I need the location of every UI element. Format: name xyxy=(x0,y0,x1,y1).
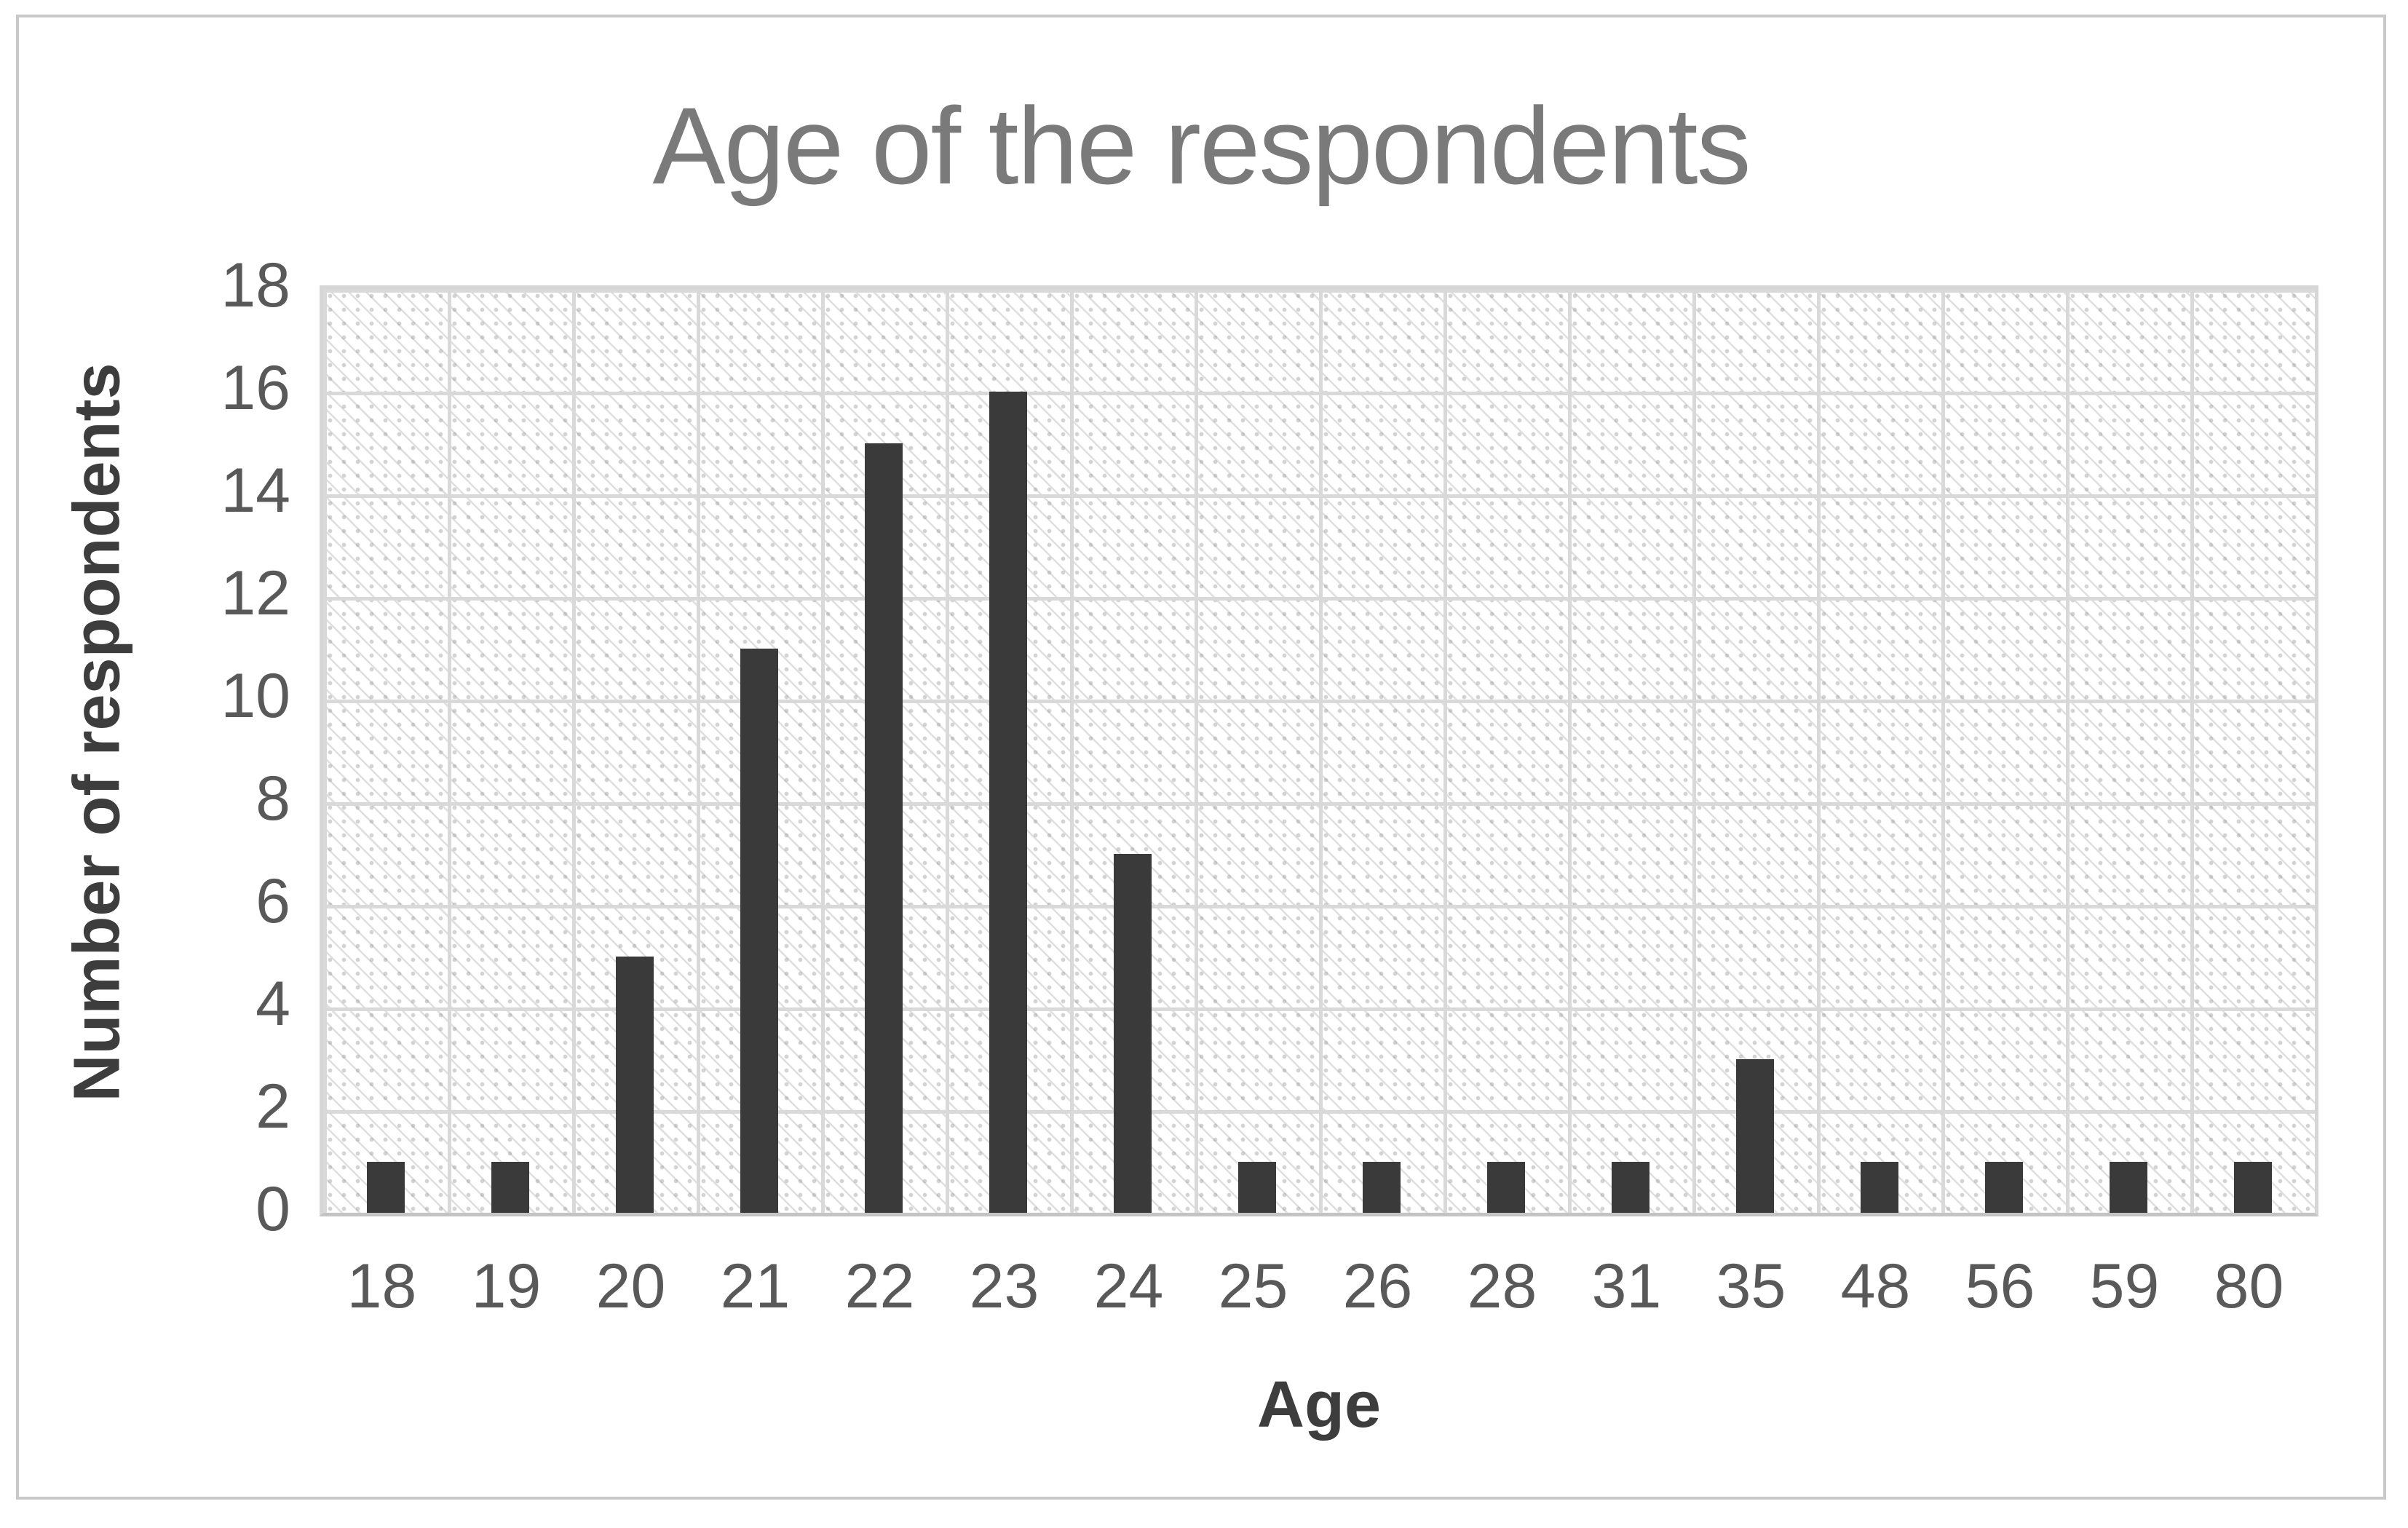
bar-age-22 xyxy=(864,443,903,1213)
x-tick-label-19: 19 xyxy=(471,1251,542,1321)
x-tick-label-26: 26 xyxy=(1342,1251,1413,1321)
x-tick-label-23: 23 xyxy=(969,1251,1039,1321)
x-tick-label-22: 22 xyxy=(844,1251,915,1321)
bar-age-25 xyxy=(1237,1161,1276,1213)
bar-age-80 xyxy=(2233,1161,2272,1213)
chart-frame: Age of the respondents Number of respond… xyxy=(16,15,2386,1500)
plot-area xyxy=(320,285,2318,1216)
x-tick-label-56: 56 xyxy=(1965,1251,2035,1321)
bar-age-28 xyxy=(1486,1161,1525,1213)
y-tick-label-12: 12 xyxy=(221,558,290,628)
x-tick-label-31: 31 xyxy=(1591,1251,1662,1321)
y-tick-label-14: 14 xyxy=(221,456,290,526)
bar-age-19 xyxy=(491,1161,529,1213)
x-tick-label-28: 28 xyxy=(1467,1251,1537,1321)
x-tick-label-18: 18 xyxy=(346,1251,417,1321)
y-tick-label-2: 2 xyxy=(256,1072,290,1141)
bar-age-35 xyxy=(1735,1058,1774,1213)
chart-title: Age of the respondents xyxy=(652,84,1751,207)
bar-age-48 xyxy=(1860,1161,1898,1213)
y-tick-label-6: 6 xyxy=(256,866,290,936)
x-tick-label-48: 48 xyxy=(1840,1251,1911,1321)
bar-age-31 xyxy=(1611,1161,1649,1213)
bar-age-24 xyxy=(1113,853,1152,1213)
x-tick-label-20: 20 xyxy=(595,1251,666,1321)
x-tick-label-59: 59 xyxy=(2089,1251,2160,1321)
bar-age-26 xyxy=(1362,1161,1401,1213)
x-tick-label-80: 80 xyxy=(2214,1251,2284,1321)
y-tick-label-16: 16 xyxy=(221,353,290,423)
x-axis-title: Age xyxy=(1256,1369,1382,1441)
bar-age-59 xyxy=(2109,1161,2147,1213)
bar-age-23 xyxy=(989,392,1027,1213)
y-tick-label-18: 18 xyxy=(221,250,290,320)
y-tick-label-0: 0 xyxy=(256,1174,290,1244)
bar-age-20 xyxy=(615,956,654,1213)
x-tick-label-25: 25 xyxy=(1218,1251,1288,1321)
x-tick-label-24: 24 xyxy=(1093,1251,1164,1321)
y-tick-label-4: 4 xyxy=(256,969,290,1039)
bar-age-56 xyxy=(1984,1161,2023,1213)
bar-age-21 xyxy=(740,648,778,1213)
y-tick-label-10: 10 xyxy=(221,661,290,731)
x-tick-label-21: 21 xyxy=(720,1251,791,1321)
y-axis-title-text: Number of respondents xyxy=(60,363,134,1102)
x-tick-label-35: 35 xyxy=(1716,1251,1786,1321)
bar-age-18 xyxy=(366,1161,405,1213)
y-tick-label-8: 8 xyxy=(256,764,290,834)
